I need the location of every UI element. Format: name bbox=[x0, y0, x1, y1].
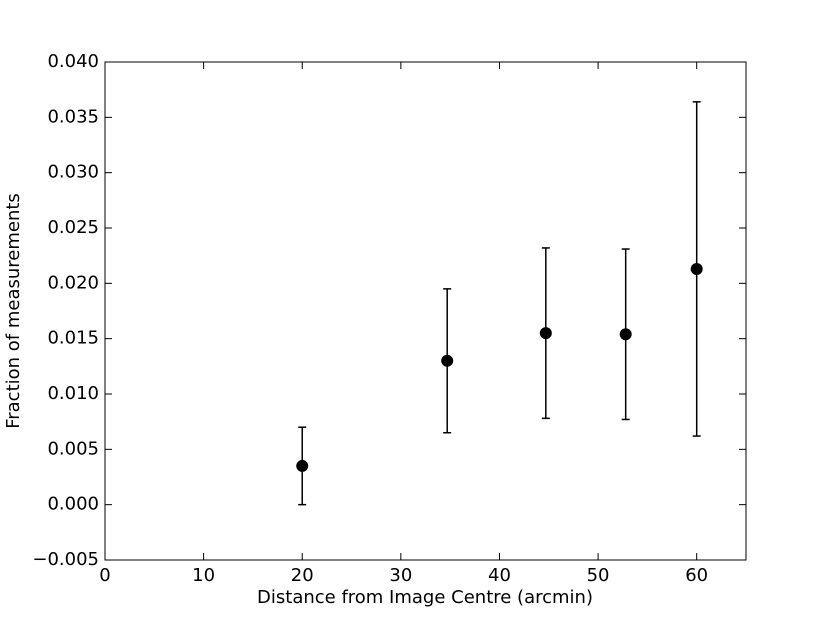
x-tick-label: 50 bbox=[587, 565, 610, 586]
y-tick-label: 0.040 bbox=[47, 51, 99, 72]
y-tick-label: 0.015 bbox=[47, 328, 99, 349]
point bbox=[690, 262, 703, 275]
point bbox=[539, 327, 552, 340]
x-tick-label: 60 bbox=[685, 565, 708, 586]
y-tick-label: 0.010 bbox=[47, 383, 99, 404]
y-tick-label: 0.005 bbox=[47, 438, 99, 459]
y-tick-label: 0.025 bbox=[47, 217, 99, 238]
y-tick-label: −0.005 bbox=[32, 549, 99, 570]
plot-frame bbox=[104, 61, 747, 561]
x-tick-label: 40 bbox=[488, 565, 511, 586]
x-tick-label: 10 bbox=[192, 565, 215, 586]
y-tick-label: 0.000 bbox=[47, 494, 99, 515]
x-axis-label: Distance from Image Centre (arcmin) bbox=[257, 587, 593, 608]
y-tick-label: 0.030 bbox=[47, 162, 99, 183]
x-tick-label: 30 bbox=[389, 565, 412, 586]
point bbox=[619, 328, 632, 341]
y-tick-label: 0.035 bbox=[47, 106, 99, 127]
x-tick-label: 0 bbox=[99, 565, 110, 586]
y-axis-label: Fraction of measurements bbox=[3, 193, 24, 429]
point bbox=[441, 354, 454, 367]
point bbox=[296, 459, 309, 472]
x-tick-label: 20 bbox=[291, 565, 314, 586]
y-tick-label: 0.020 bbox=[47, 272, 99, 293]
